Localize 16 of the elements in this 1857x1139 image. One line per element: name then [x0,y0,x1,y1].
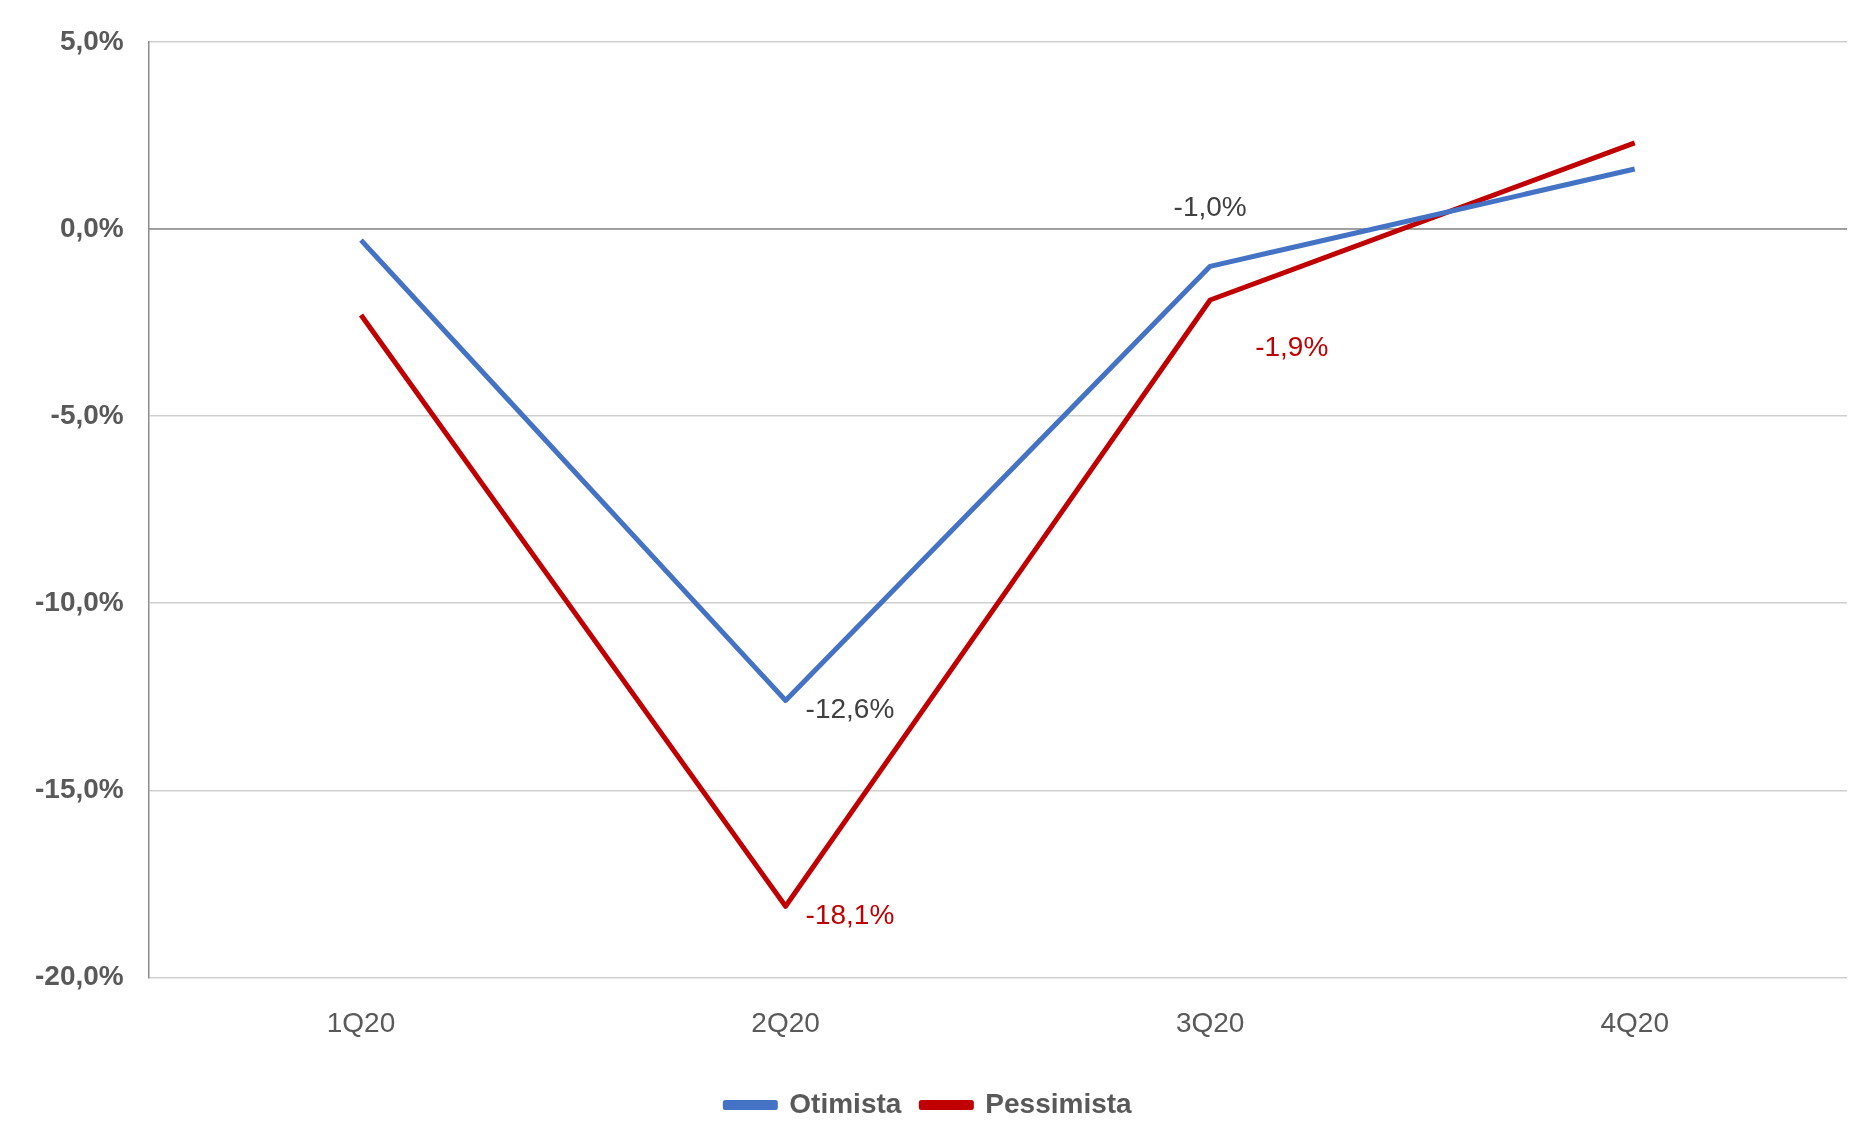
y-tick-label: -15,0% [35,773,124,804]
data-label: -18,1% [805,899,895,931]
data-label: -1,9% [1255,330,1329,362]
y-tick-label: -20,0% [35,960,124,992]
legend-label: Pessimista [985,1087,1133,1119]
y-tick-label: -10,0% [35,585,124,617]
data-label: -12,6% [805,693,895,725]
y-tick-label: -5,0% [50,398,124,430]
x-tick-label: 2Q20 [751,1006,820,1038]
legend-label: Otimista [789,1087,902,1119]
data-label: -1,0% [1173,191,1247,223]
x-tick-label: 4Q20 [1600,1006,1669,1038]
y-tick-label: 5,0% [59,24,124,56]
x-tick-label: 1Q20 [326,1006,396,1038]
y-tick-label: 0,0% [59,211,124,243]
x-tick-label: 3Q20 [1175,1006,1245,1038]
